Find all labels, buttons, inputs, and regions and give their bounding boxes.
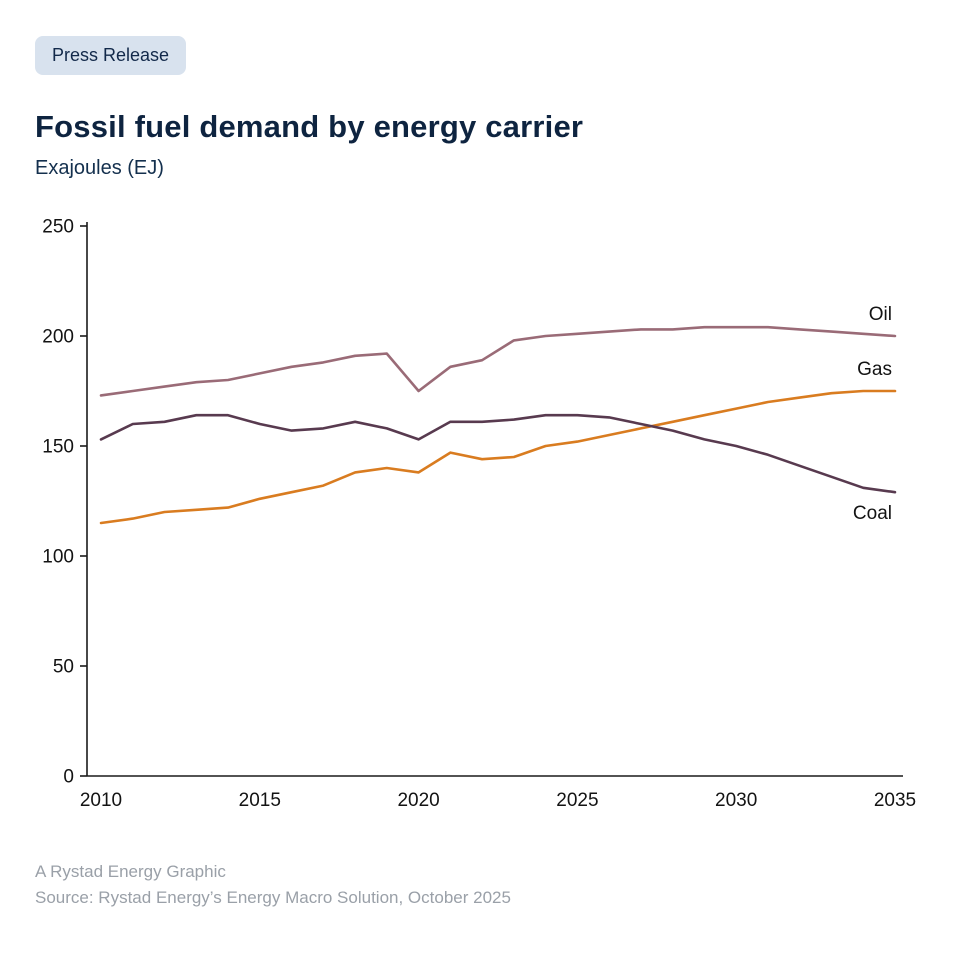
svg-text:2030: 2030 (715, 790, 757, 811)
svg-text:100: 100 (42, 547, 74, 568)
svg-text:150: 150 (42, 437, 74, 458)
line-chart: 0 50 100 150 200 250 2010 2015 2020 2025 2030 2035 O… (42, 217, 916, 812)
footer-credit: A Rystad Energy Graphic (35, 862, 226, 881)
svg-text:250: 250 (42, 217, 74, 238)
svg-text:0: 0 (63, 767, 74, 788)
svg-text:2010: 2010 (80, 790, 122, 811)
chart-footer: A Rystad Energy Graphic Source: Rystad E… (35, 859, 930, 912)
press-release-badge-label: Press Release (52, 45, 170, 65)
svg-text:2035: 2035 (874, 790, 916, 811)
svg-text:Coal: Coal (853, 503, 892, 524)
svg-text:Oil: Oil (869, 304, 892, 325)
svg-text:50: 50 (53, 657, 74, 678)
svg-text:2025: 2025 (556, 790, 598, 811)
svg-text:2020: 2020 (397, 790, 439, 811)
svg-text:2015: 2015 (239, 790, 281, 811)
footer-source: Source: Rystad Energy’s Energy Macro Sol… (35, 888, 511, 908)
svg-text:200: 200 (42, 327, 74, 348)
page-title: Fossil fuel demand by energy carrier (35, 109, 584, 144)
svg-text:Gas: Gas (857, 359, 892, 380)
chart-container: 0 50 100 150 200 250 2010 2015 2020 2025 2030 2035 O… (35, 216, 930, 833)
press-release-badge: Press Release (35, 36, 187, 75)
page-subtitle: Exajoules (EJ) (35, 157, 164, 179)
